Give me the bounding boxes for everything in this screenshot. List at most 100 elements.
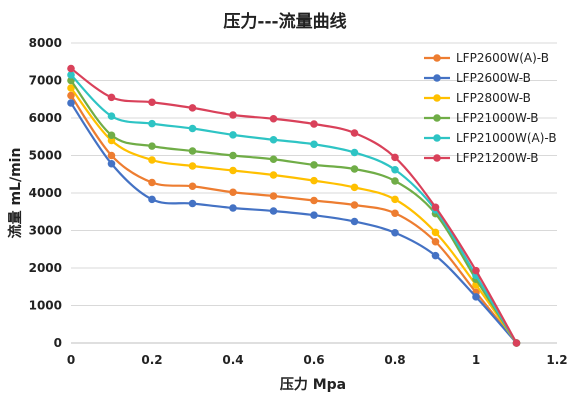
data-point <box>188 104 197 112</box>
y-tick-label: 0 <box>54 336 62 350</box>
data-point <box>391 165 399 174</box>
legend-item: LFP21000W-B <box>424 111 539 125</box>
y-tick-label: 3000 <box>29 224 62 238</box>
series-line <box>70 87 518 344</box>
data-point <box>350 129 359 137</box>
series-2 <box>67 84 521 347</box>
y-tick-label: 2000 <box>29 261 62 275</box>
data-point <box>512 339 521 347</box>
data-point <box>269 155 278 164</box>
legend-label: LFP21000W-B <box>456 111 539 125</box>
legend-item: LFP21200W-B <box>424 151 539 165</box>
data-point <box>67 76 75 85</box>
data-point <box>188 124 197 133</box>
data-point <box>188 147 197 155</box>
data-point <box>269 114 278 123</box>
data-point <box>67 84 75 92</box>
data-point <box>67 71 75 79</box>
data-point <box>229 151 237 160</box>
data-point <box>67 64 75 73</box>
data-point <box>472 293 480 301</box>
legend-swatch-marker <box>433 54 441 62</box>
series-1 <box>67 99 521 347</box>
series-line <box>70 79 518 344</box>
x-tick-label: 0.8 <box>384 353 405 367</box>
legend-swatch-marker <box>433 74 441 82</box>
data-point <box>391 228 399 237</box>
legend-label: LFP2600W-B <box>456 71 531 85</box>
legend: LFP2600W(A)-B LFP2600W-B LFP2800W-B LFP2100… <box>424 51 557 165</box>
y-axis-label: 流量 mL/min <box>7 148 24 239</box>
data-point <box>350 217 359 226</box>
data-point <box>269 192 278 200</box>
data-point <box>391 209 399 218</box>
data-point <box>148 156 156 164</box>
data-point <box>431 251 440 260</box>
data-point <box>431 237 440 246</box>
data-point <box>391 195 399 204</box>
data-point <box>310 161 318 169</box>
data-point <box>350 183 359 192</box>
data-point <box>67 91 75 100</box>
data-point <box>188 162 197 170</box>
data-point <box>350 165 359 173</box>
data-point <box>148 195 156 204</box>
x-tick-label: 1.2 <box>546 353 567 367</box>
y-tick-label: 7000 <box>29 74 62 88</box>
x-tick-label: 0.6 <box>303 353 324 367</box>
legend-swatch-marker <box>433 94 441 102</box>
data-point <box>148 98 156 107</box>
data-point <box>391 177 399 185</box>
data-point <box>107 151 116 160</box>
data-point <box>269 171 278 179</box>
y-tick-label: 5000 <box>29 149 62 163</box>
series-group <box>67 64 521 347</box>
legend-item: LFP2600W(A)-B <box>424 51 549 65</box>
data-point <box>148 142 156 150</box>
y-tick-label: 8000 <box>29 36 62 50</box>
x-tick-label: 0.4 <box>222 353 243 367</box>
data-point <box>310 176 318 185</box>
legend-item: LFP2800W-B <box>424 91 531 105</box>
legend-item: LFP21000W(A)-B <box>424 131 557 145</box>
data-point <box>188 182 197 191</box>
data-point <box>269 207 278 215</box>
data-point <box>229 166 237 175</box>
legend-swatch-marker <box>433 134 441 142</box>
data-point <box>107 159 116 168</box>
series-5 <box>67 64 521 347</box>
data-point <box>310 196 318 205</box>
y-tick-label: 1000 <box>29 299 62 313</box>
series-line <box>70 67 518 344</box>
legend-label: LFP21000W(A)-B <box>456 131 557 145</box>
data-point <box>107 131 116 140</box>
legend-label: LFP2800W-B <box>456 91 531 105</box>
data-point <box>310 211 318 219</box>
legend-label: LFP2600W(A)-B <box>456 51 549 65</box>
data-point <box>229 188 237 197</box>
data-point <box>350 201 359 209</box>
data-point <box>310 140 318 149</box>
data-point <box>229 111 237 119</box>
data-point <box>310 120 318 128</box>
data-point <box>350 148 359 157</box>
data-point <box>148 119 156 128</box>
y-tick-label: 4000 <box>29 186 62 200</box>
legend-label: LFP21200W-B <box>456 151 539 165</box>
gridlines <box>71 42 557 344</box>
chart-title: 压力---流量曲线 <box>223 11 346 32</box>
data-point <box>431 203 440 212</box>
x-axis-label: 压力 Mpa <box>280 376 346 393</box>
data-point <box>391 153 399 162</box>
series-0 <box>67 91 521 347</box>
legend-item: LFP2600W-B <box>424 71 531 85</box>
data-point <box>148 178 156 187</box>
series-3 <box>67 76 521 347</box>
data-point <box>67 99 75 107</box>
data-point <box>107 136 116 145</box>
series-line <box>70 94 518 344</box>
data-point <box>431 228 440 237</box>
x-tick-label: 0.2 <box>141 353 162 367</box>
x-tick-label: 1 <box>472 353 480 367</box>
